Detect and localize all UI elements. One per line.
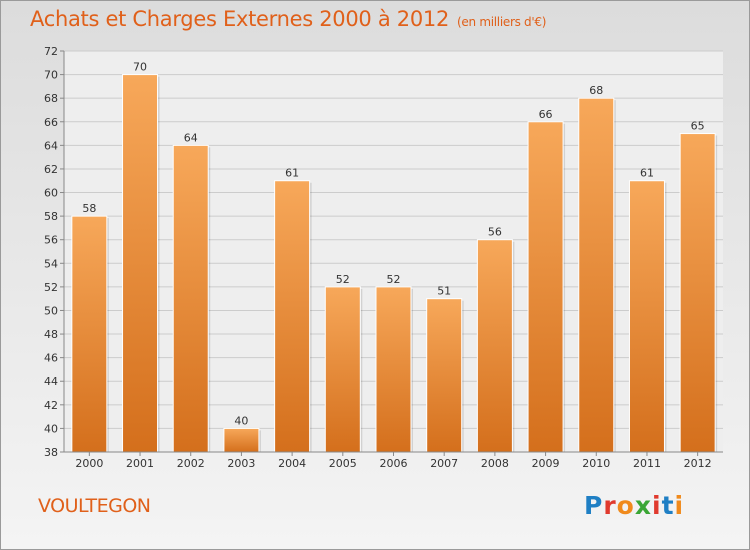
y-tick-label: 44 <box>44 375 58 388</box>
chart-title: Achats et Charges Externes 2000 à 2012 (e… <box>30 7 546 31</box>
logo-letter: i <box>652 491 662 520</box>
x-tick-label: 2005 <box>329 457 357 470</box>
bar-chart: 58 70 64 40 61 52 52 51 56 66 68 61 65 38 40 42 44 46 48 5… <box>44 45 723 470</box>
bar-2004[interactable] <box>274 180 311 453</box>
bar-2012[interactable] <box>679 133 716 453</box>
logo-letter: P <box>584 491 604 520</box>
y-tick-label: 58 <box>44 210 58 223</box>
x-tick-label: 2011 <box>633 457 661 470</box>
x-tick-label: 2008 <box>481 457 509 470</box>
data-label: 68 <box>589 84 603 97</box>
data-label: 61 <box>640 167 654 180</box>
region-name: VOULTEGON <box>38 495 151 517</box>
y-tick-label: 48 <box>44 328 58 341</box>
y-tick-label: 40 <box>44 422 58 435</box>
x-tick-label: 2006 <box>380 457 408 470</box>
bar-2003[interactable] <box>223 427 260 453</box>
y-tick-label: 60 <box>44 187 58 200</box>
logo-letter: i <box>674 491 685 520</box>
proxiti-logo[interactable]: Proxiti <box>584 491 684 520</box>
y-tick-label: 64 <box>44 139 58 152</box>
bar-2000[interactable] <box>71 215 108 453</box>
bar-2010[interactable] <box>578 97 615 453</box>
bar-2002[interactable] <box>172 144 209 453</box>
data-label: 70 <box>133 61 147 74</box>
logo-letter: t <box>661 491 675 520</box>
data-label: 40 <box>234 414 248 427</box>
data-label: 61 <box>285 167 299 180</box>
chart-title-text: Achats et Charges Externes 2000 à 2012 <box>30 7 450 31</box>
x-tick-label: 2000 <box>75 457 103 470</box>
logo-letter: r <box>603 491 617 520</box>
y-tick-label: 66 <box>44 116 58 129</box>
x-tick-label: 2003 <box>227 457 255 470</box>
y-tick-label: 72 <box>44 45 58 58</box>
x-tick-label: 2012 <box>684 457 712 470</box>
data-label: 52 <box>336 273 350 286</box>
axis-layer: 38 40 42 44 46 48 50 52 54 56 58 60 62 64 66 68 70 72 2000… <box>44 45 723 470</box>
bar-layer: 58 70 64 40 61 52 52 51 56 66 68 61 65 <box>71 61 718 453</box>
y-tick-label: 52 <box>44 281 58 294</box>
data-label: 51 <box>437 285 451 298</box>
bar-2006[interactable] <box>375 286 412 453</box>
bar-2008[interactable] <box>476 239 513 453</box>
y-tick-label: 50 <box>44 304 58 317</box>
chart-unit: (en milliers d'€) <box>457 15 547 29</box>
x-tick-label: 2001 <box>126 457 154 470</box>
bar-2009[interactable] <box>527 121 564 453</box>
x-tick-label: 2010 <box>582 457 610 470</box>
y-tick-label: 56 <box>44 234 58 247</box>
y-tick-label: 62 <box>44 163 58 176</box>
y-tick-label: 46 <box>44 352 58 365</box>
data-label: 66 <box>539 108 553 121</box>
data-label: 58 <box>82 202 96 215</box>
bar-2011[interactable] <box>628 180 665 453</box>
data-label: 56 <box>488 226 502 239</box>
logo-letter: x <box>634 491 652 520</box>
bar-2005[interactable] <box>324 286 361 453</box>
y-tick-label: 68 <box>44 92 58 105</box>
bar-2001[interactable] <box>122 74 159 453</box>
data-label: 64 <box>184 131 198 144</box>
y-tick-label: 70 <box>44 69 58 82</box>
data-label: 65 <box>691 120 705 133</box>
bar-2007[interactable] <box>426 298 463 453</box>
y-tick-label: 38 <box>44 446 58 459</box>
x-tick-label: 2002 <box>177 457 205 470</box>
data-label: 52 <box>387 273 401 286</box>
x-tick-label: 2004 <box>278 457 306 470</box>
logo-letter: o <box>616 491 635 520</box>
x-tick-label: 2009 <box>532 457 560 470</box>
x-tick-label: 2007 <box>430 457 458 470</box>
y-tick-label: 54 <box>44 257 58 270</box>
y-tick-label: 42 <box>44 399 58 412</box>
